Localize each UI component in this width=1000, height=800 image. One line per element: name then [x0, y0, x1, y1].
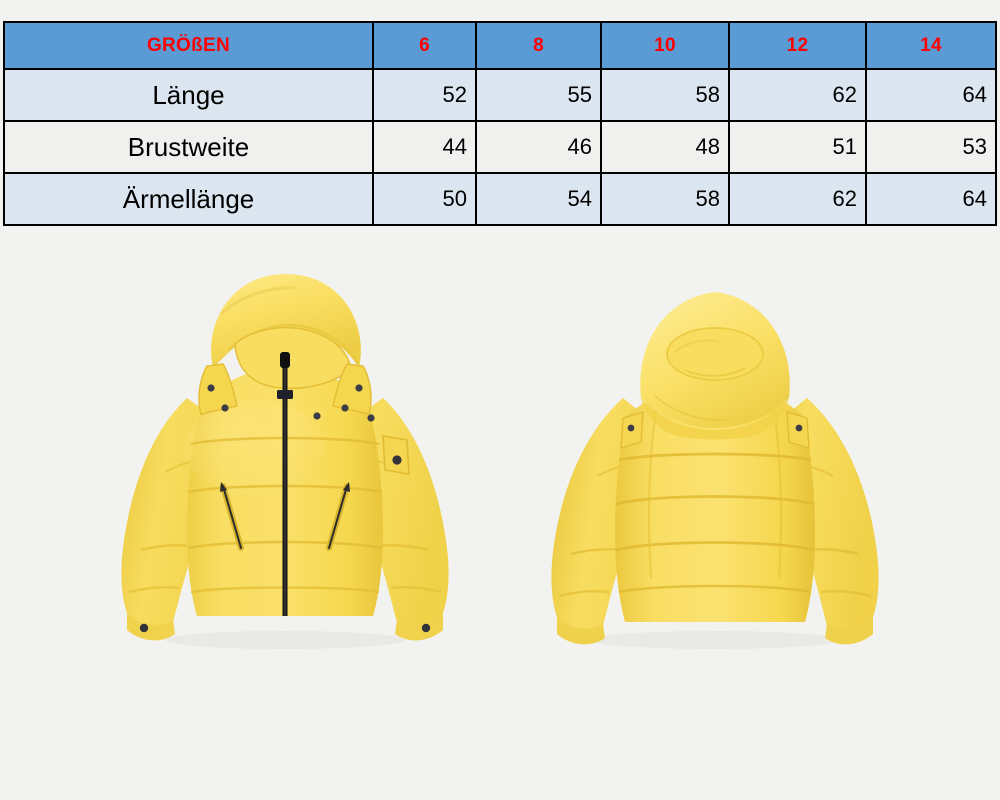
- hood-snap-icon: [627, 424, 635, 432]
- hood-left-panel: [198, 363, 238, 415]
- jacket-front-image: [95, 248, 475, 668]
- left-cuff-snap-icon: [139, 623, 149, 633]
- hood-gather: [666, 327, 764, 381]
- sleeve-pocket-snap-icon: [392, 455, 402, 465]
- cell-brustweite-8: 46: [475, 120, 602, 174]
- cell-brustweite-14: 53: [865, 120, 997, 174]
- row-label-brustweite: Brustweite: [3, 120, 374, 174]
- sleeve-flap-pocket: [382, 435, 410, 475]
- row-label-laenge: Länge: [3, 68, 374, 122]
- table-row: Ärmellänge 50 54 58 62 64: [3, 172, 997, 226]
- cell-brustweite-12: 51: [728, 120, 867, 174]
- right-pocket-zipper: [326, 482, 350, 551]
- baffle-seam: [615, 541, 815, 552]
- hood-snap-icon: [367, 414, 375, 422]
- hood-right-panel: [332, 363, 372, 415]
- column-header-size-14: 14: [865, 21, 997, 70]
- column-header-size-10: 10: [600, 21, 730, 70]
- baffle-seam: [618, 584, 812, 594]
- cell-aermellaenge-14: 64: [865, 172, 997, 226]
- cell-aermellaenge-8: 54: [475, 172, 602, 226]
- drop-shadow: [590, 631, 840, 649]
- cell-laenge-14: 64: [865, 68, 997, 122]
- column-header-sizes: GRÖßEN: [3, 21, 374, 70]
- cell-brustweite-6: 44: [372, 120, 477, 174]
- right-cuff-snap-icon: [421, 623, 431, 633]
- cell-laenge-10: 58: [600, 68, 730, 122]
- hood-lower-edge: [641, 398, 789, 440]
- hood-snap-icon: [355, 384, 363, 392]
- column-header-size-6: 6: [372, 21, 477, 70]
- left-pocket-zipper: [220, 482, 244, 551]
- right-cuff: [395, 614, 443, 641]
- cell-laenge-12: 62: [728, 68, 867, 122]
- brand-tab: [277, 390, 293, 399]
- left-cuff-back: [557, 618, 605, 645]
- hood-snap-icon: [313, 412, 321, 420]
- jacket-back-image: [515, 248, 915, 668]
- right-cuff-back: [825, 618, 873, 645]
- baffle-seam: [618, 452, 812, 462]
- cell-aermellaenge-10: 58: [600, 172, 730, 226]
- table-header-row: GRÖßEN 6 8 10 12 14: [3, 21, 997, 70]
- hood-snap-icon: [341, 404, 349, 412]
- cell-brustweite-10: 48: [600, 120, 730, 174]
- column-header-size-12: 12: [728, 21, 867, 70]
- cell-aermellaenge-12: 62: [728, 172, 867, 226]
- cell-laenge-6: 52: [372, 68, 477, 122]
- hood-snap-icon: [795, 424, 803, 432]
- table-row: Brustweite 44 46 48 51 53: [3, 120, 997, 174]
- hood-snap-icon: [221, 404, 229, 412]
- size-chart-container: GRÖßEN 6 8 10 12 14 Länge 52 55 58 62 64…: [3, 21, 997, 226]
- jacket-body-back: [615, 384, 815, 622]
- cell-laenge-8: 55: [475, 68, 602, 122]
- product-photo-area: Yellow hooded puffer jacket, front view …: [0, 248, 1000, 800]
- drop-shadow: [165, 631, 405, 649]
- baffle-seam: [615, 495, 815, 506]
- hood-snap-icon: [207, 384, 215, 392]
- size-chart-table: GRÖßEN 6 8 10 12 14 Länge 52 55 58 62 64…: [3, 21, 997, 226]
- row-label-aermellaenge: Ärmellänge: [3, 172, 374, 226]
- column-header-size-8: 8: [475, 21, 602, 70]
- left-cuff: [127, 614, 175, 641]
- table-row: Länge 52 55 58 62 64: [3, 68, 997, 122]
- cell-aermellaenge-6: 50: [372, 172, 477, 226]
